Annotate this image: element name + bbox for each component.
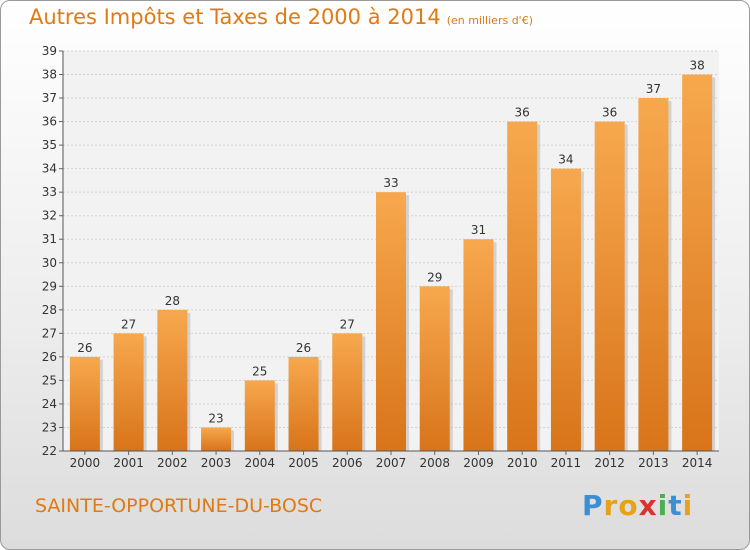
y-tick-label: 24 [42,397,57,411]
unit-label: (en milliers d'€) [446,14,533,27]
y-tick-label: 33 [42,185,57,199]
y-tick-label: 30 [42,256,57,270]
x-tick-label: 2010 [507,456,538,470]
y-tick-label: 35 [42,138,57,152]
data-label: 36 [602,106,617,120]
x-tick-label: 2011 [551,456,582,470]
bar [638,98,669,451]
bar [332,333,363,451]
bar [419,286,450,451]
y-tick-label: 23 [42,420,57,434]
bar [682,74,713,451]
bar [463,239,494,451]
x-tick-label: 2002 [157,456,188,470]
x-tick-label: 2012 [594,456,625,470]
y-tick-label: 28 [42,303,57,317]
bar [157,309,188,451]
bar [244,380,275,451]
x-tick-label: 2007 [376,456,407,470]
x-tick-label: 2014 [682,456,713,470]
y-tick-label: 34 [42,162,57,176]
x-tick-label: 2013 [638,456,669,470]
x-tick-label: 2000 [70,456,101,470]
bar [550,168,581,451]
x-tick-label: 2008 [419,456,450,470]
data-label: 38 [689,59,704,73]
y-tick-label: 29 [42,279,57,293]
data-label: 33 [383,176,398,190]
y-tick-label: 37 [42,91,57,105]
x-tick-label: 2001 [113,456,144,470]
x-tick-label: 2004 [245,456,276,470]
bar [507,121,538,452]
data-label: 28 [165,294,180,308]
x-tick-label: 2005 [288,456,319,470]
chart-title-text: Autres Impôts et Taxes de 2000 à 2014 [29,5,441,29]
data-label: 36 [515,106,530,120]
y-tick-label: 39 [42,44,57,58]
bar [594,121,625,452]
y-tick-label: 36 [42,115,57,129]
data-label: 37 [646,82,661,96]
bar [201,427,232,451]
bar [113,333,144,451]
x-tick-label: 2006 [332,456,363,470]
data-label: 27 [121,317,136,331]
commune-name: SAINTE-OPPORTUNE-DU-BOSC [35,495,323,517]
proxiti-logo: Proxiti [582,489,694,522]
y-tick-label: 27 [42,326,57,340]
data-label: 34 [558,153,573,167]
data-label: 27 [340,317,355,331]
y-tick-label: 31 [42,232,57,246]
bar [376,192,406,452]
y-tick-label: 26 [42,350,57,364]
y-tick-label: 38 [42,68,57,82]
x-tick-label: 2003 [201,456,232,470]
y-tick-label: 22 [42,444,57,458]
chart-title: Autres Impôts et Taxes de 2000 à 2014 (en… [29,5,533,29]
data-label: 25 [252,364,267,378]
bar [288,356,319,451]
x-tick-label: 2009 [463,456,494,470]
y-tick-label: 32 [42,209,57,223]
y-tick-label: 25 [42,373,57,387]
data-label: 31 [471,223,486,237]
data-label: 23 [208,411,223,425]
data-label: 26 [77,341,92,355]
data-label: 29 [427,270,442,284]
data-label: 26 [296,341,311,355]
bar [69,356,100,451]
